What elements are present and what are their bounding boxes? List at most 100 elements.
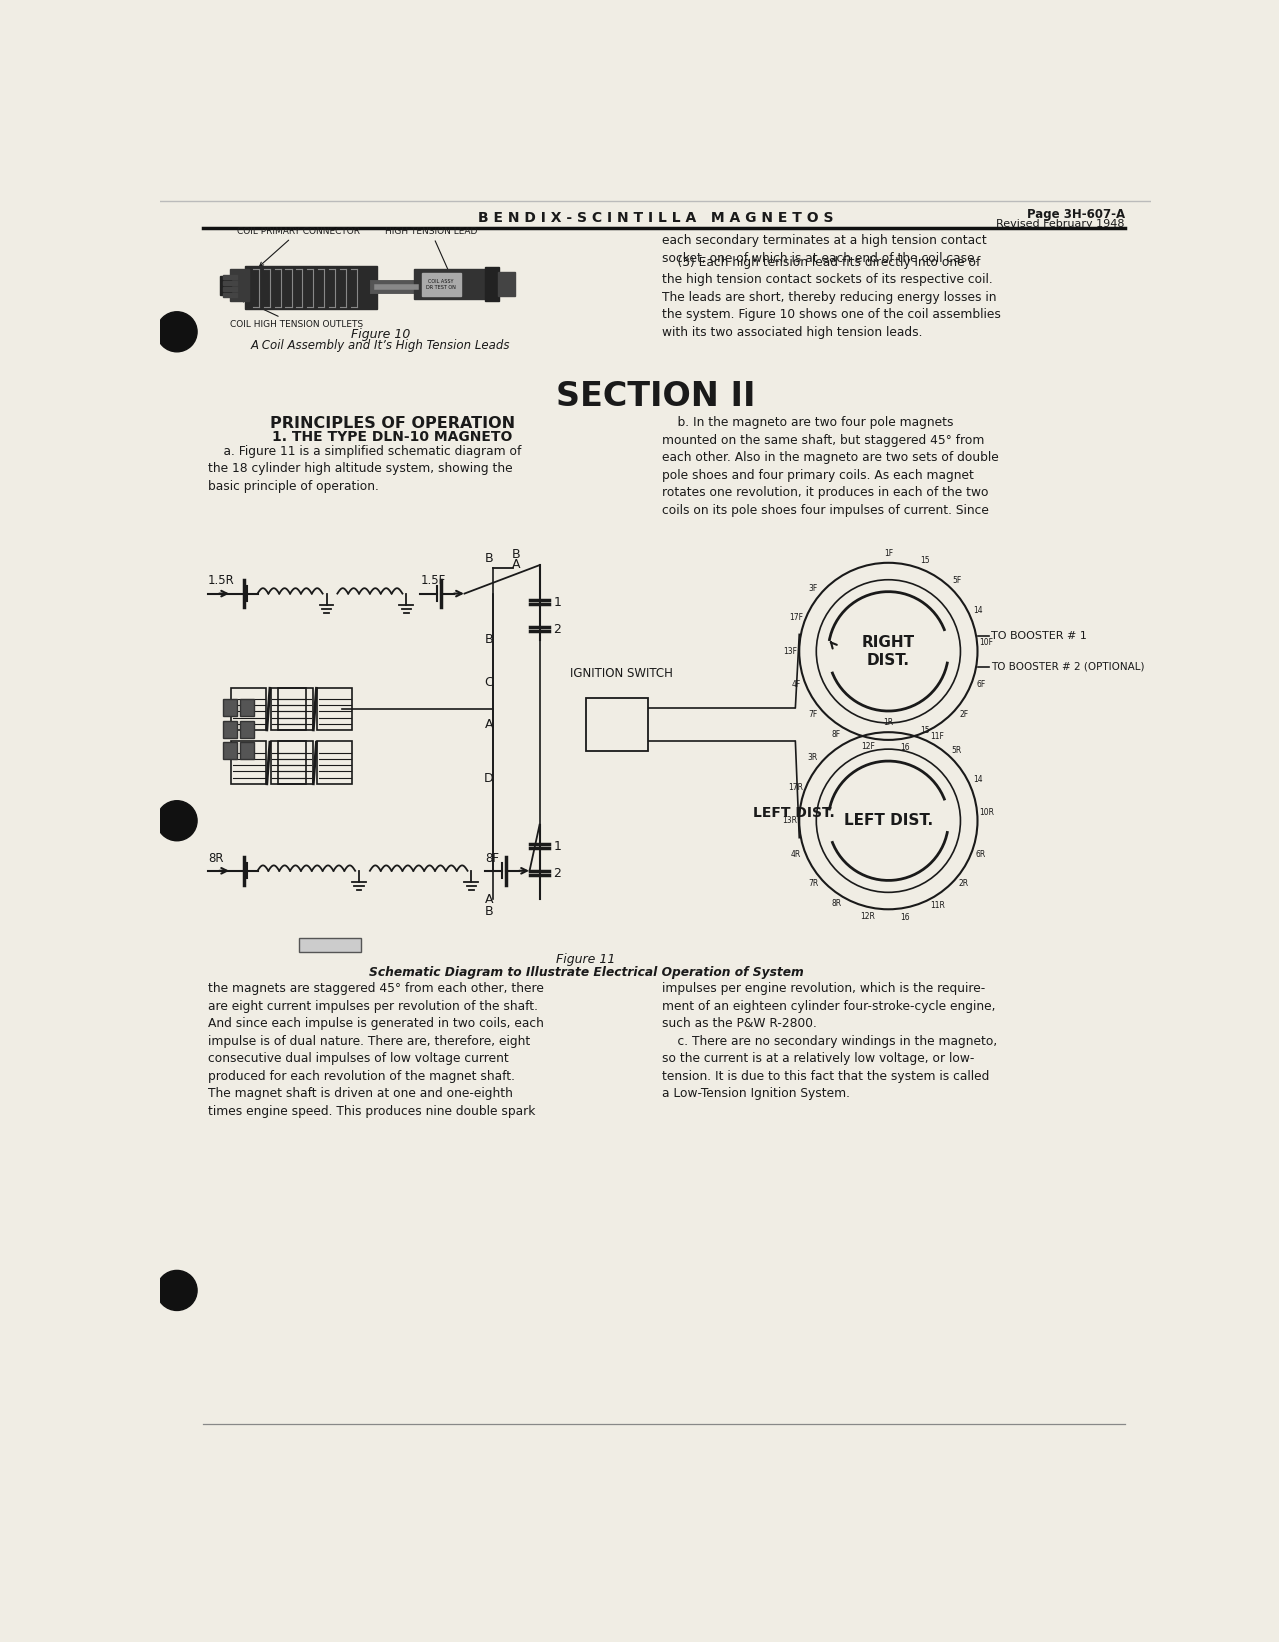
Text: Revised February 1948: Revised February 1948 (996, 218, 1124, 228)
Text: b. In the magneto are two four pole magnets
mounted on the same shaft, but stagg: b. In the magneto are two four pole magn… (663, 417, 999, 517)
Text: 13R: 13R (783, 816, 797, 826)
Bar (224, 294, 238, 297)
Text: 12R: 12R (861, 911, 875, 921)
Text: 16: 16 (900, 913, 911, 921)
Bar (299, 938, 362, 952)
Text: 1: 1 (554, 839, 561, 852)
Text: SR2: SR2 (590, 703, 605, 713)
Text: Schematic Diagram to Illustrate Electrical Operation of System: Schematic Diagram to Illustrate Electric… (368, 965, 803, 979)
Bar (231, 688, 266, 731)
Text: Figure 10: Figure 10 (350, 328, 411, 342)
Text: 11F: 11F (931, 732, 944, 741)
Text: 14: 14 (973, 775, 982, 783)
Text: 5R: 5R (952, 745, 962, 755)
Circle shape (157, 312, 197, 351)
Text: 6R: 6R (976, 849, 986, 859)
Text: COIL PRIMARY CONNECTOR: COIL PRIMARY CONNECTOR (238, 227, 361, 266)
Text: 4R: 4R (790, 849, 801, 859)
Bar (224, 742, 238, 759)
Text: Figure 11: Figure 11 (556, 952, 615, 965)
Bar (224, 274, 238, 279)
Text: SECTION II: SECTION II (556, 381, 756, 414)
Bar (246, 266, 377, 309)
Text: B: B (485, 634, 494, 647)
Bar (498, 271, 515, 296)
Bar (224, 721, 238, 737)
Text: 7R: 7R (808, 878, 819, 888)
Text: 1R: 1R (884, 719, 894, 727)
Text: B: B (485, 905, 494, 918)
Text: 10F: 10F (980, 639, 994, 647)
Text: COIL ASSY
DR TEST ON: COIL ASSY DR TEST ON (426, 279, 457, 291)
Bar (224, 281, 238, 284)
Bar (317, 742, 352, 783)
Bar (317, 688, 352, 731)
Text: 2: 2 (554, 622, 561, 635)
Text: HIGH TENSION LEAD: HIGH TENSION LEAD (385, 227, 477, 281)
Text: DL2: DL2 (590, 726, 605, 736)
Text: LEFT DIST.: LEFT DIST. (753, 806, 834, 819)
Text: A: A (512, 558, 521, 571)
Text: 15: 15 (921, 557, 930, 565)
Bar (586, 698, 648, 752)
Text: 6F: 6F (976, 680, 986, 690)
Text: TO BOOSTER # 1: TO BOOSTER # 1 (991, 631, 1087, 640)
Text: 2R: 2R (959, 878, 968, 888)
Bar (220, 276, 231, 296)
Text: (3) Each high tension lead fits directly into one of
the high tension contact so: (3) Each high tension lead fits directly… (663, 256, 1001, 338)
Text: DL1: DL1 (590, 737, 605, 745)
Text: COIL HIGH TENSION OUTLETS: COIL HIGH TENSION OUTLETS (230, 299, 363, 330)
Text: impulses per engine revolution, which is the require-
ment of an eighteen cylind: impulses per engine revolution, which is… (663, 982, 998, 1100)
Text: 12F: 12F (861, 742, 875, 752)
Text: 2: 2 (554, 867, 561, 880)
Text: 1: 1 (554, 596, 561, 609)
Bar (422, 273, 460, 296)
Text: LEFT DIST.: LEFT DIST. (844, 813, 932, 828)
Text: 14: 14 (973, 606, 982, 614)
Text: 3R: 3R (808, 754, 819, 762)
Text: 3F: 3F (808, 585, 817, 593)
Text: 8F: 8F (831, 729, 840, 739)
Text: C: C (485, 675, 494, 688)
Circle shape (157, 801, 197, 841)
Text: 1. THE TYPE DLN-10 MAGNETO: 1. THE TYPE DLN-10 MAGNETO (272, 430, 513, 445)
Bar (271, 688, 306, 731)
Text: 17R: 17R (788, 783, 803, 791)
Text: B: B (485, 552, 494, 565)
Text: 15: 15 (921, 726, 930, 734)
Text: Page 3H-607-A: Page 3H-607-A (1027, 209, 1124, 220)
Text: 8R: 8R (831, 900, 842, 908)
Text: SR1: SR1 (590, 714, 605, 722)
Bar (414, 269, 487, 299)
Text: B: B (512, 548, 521, 562)
Text: 2F: 2F (959, 709, 968, 719)
Text: each secondary terminates at a high tension contact
socket, one of which is at e: each secondary terminates at a high tens… (663, 235, 987, 264)
Bar (278, 742, 312, 783)
Text: 8R: 8R (208, 852, 224, 865)
Bar (240, 721, 255, 737)
Text: 1.5F: 1.5F (421, 575, 445, 588)
Bar (240, 742, 255, 759)
Text: D: D (483, 772, 494, 785)
Circle shape (157, 1271, 197, 1310)
Bar (271, 742, 306, 783)
Text: TO BOOSTER # 2 (OPTIONAL): TO BOOSTER # 2 (OPTIONAL) (991, 662, 1145, 672)
Bar (230, 269, 249, 300)
Text: 5F: 5F (952, 576, 962, 586)
Text: 1F: 1F (884, 548, 893, 558)
Text: B E N D I X - S C I N T I L L A   M A G N E T O S: B E N D I X - S C I N T I L L A M A G N … (478, 210, 834, 225)
Text: 13F: 13F (783, 647, 797, 655)
Text: 17F: 17F (789, 614, 803, 622)
Text: 10R: 10R (978, 808, 994, 816)
Text: the magnets are staggered 45° from each other, there
are eight current impulses : the magnets are staggered 45° from each … (208, 982, 544, 1118)
Text: a. Figure 11 is a simplified schematic diagram of
the 18 cylinder high altitude : a. Figure 11 is a simplified schematic d… (208, 445, 522, 493)
Text: 11R: 11R (930, 901, 945, 910)
Text: 16: 16 (900, 744, 911, 752)
Text: 4F: 4F (792, 680, 801, 690)
Bar (485, 268, 499, 300)
Bar (278, 688, 312, 731)
Bar (240, 699, 255, 716)
Bar (224, 699, 238, 716)
Text: T-16933: T-16933 (313, 941, 348, 949)
Text: IGNITION SWITCH: IGNITION SWITCH (569, 667, 673, 680)
